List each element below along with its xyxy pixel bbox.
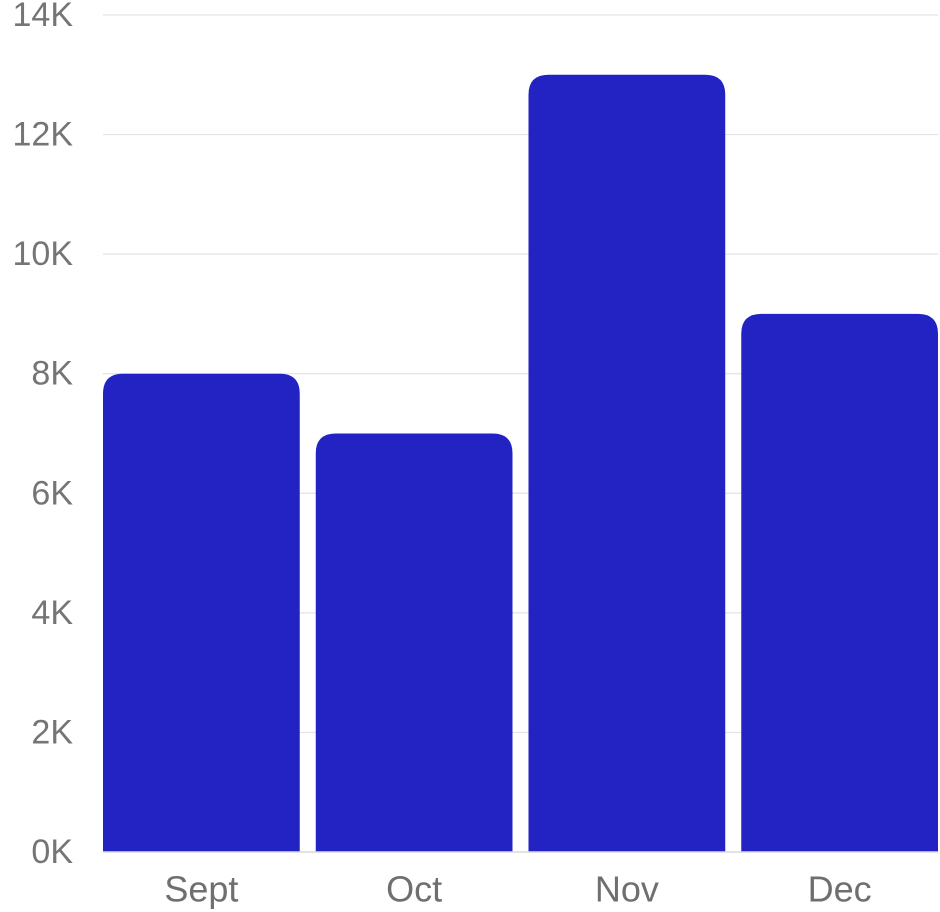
- x-axis-tick-labels: Sept Oct Nov Dec: [164, 869, 871, 910]
- bar-dec: [741, 313, 938, 852]
- y-tick-label: 8K: [31, 355, 73, 393]
- bar-sept: [103, 373, 300, 852]
- bar-nov: [528, 74, 726, 853]
- x-tick-label: Oct: [386, 869, 442, 910]
- y-tick-label: 6K: [31, 474, 73, 512]
- bars: [103, 74, 938, 853]
- y-tick-label: 4K: [31, 594, 73, 632]
- x-tick-label: Sept: [164, 869, 238, 910]
- x-tick-label: Nov: [595, 869, 659, 910]
- x-tick-label: Dec: [808, 869, 872, 910]
- y-tick-label: 2K: [31, 713, 73, 751]
- y-tick-label: 10K: [13, 235, 74, 273]
- y-tick-label: 12K: [13, 116, 74, 154]
- y-tick-label: 14K: [13, 0, 74, 34]
- y-axis-tick-labels: 0K 2K 4K 6K 8K 10K 12K 14K: [13, 0, 74, 871]
- y-tick-label: 0K: [31, 833, 73, 871]
- bar-oct: [315, 433, 513, 852]
